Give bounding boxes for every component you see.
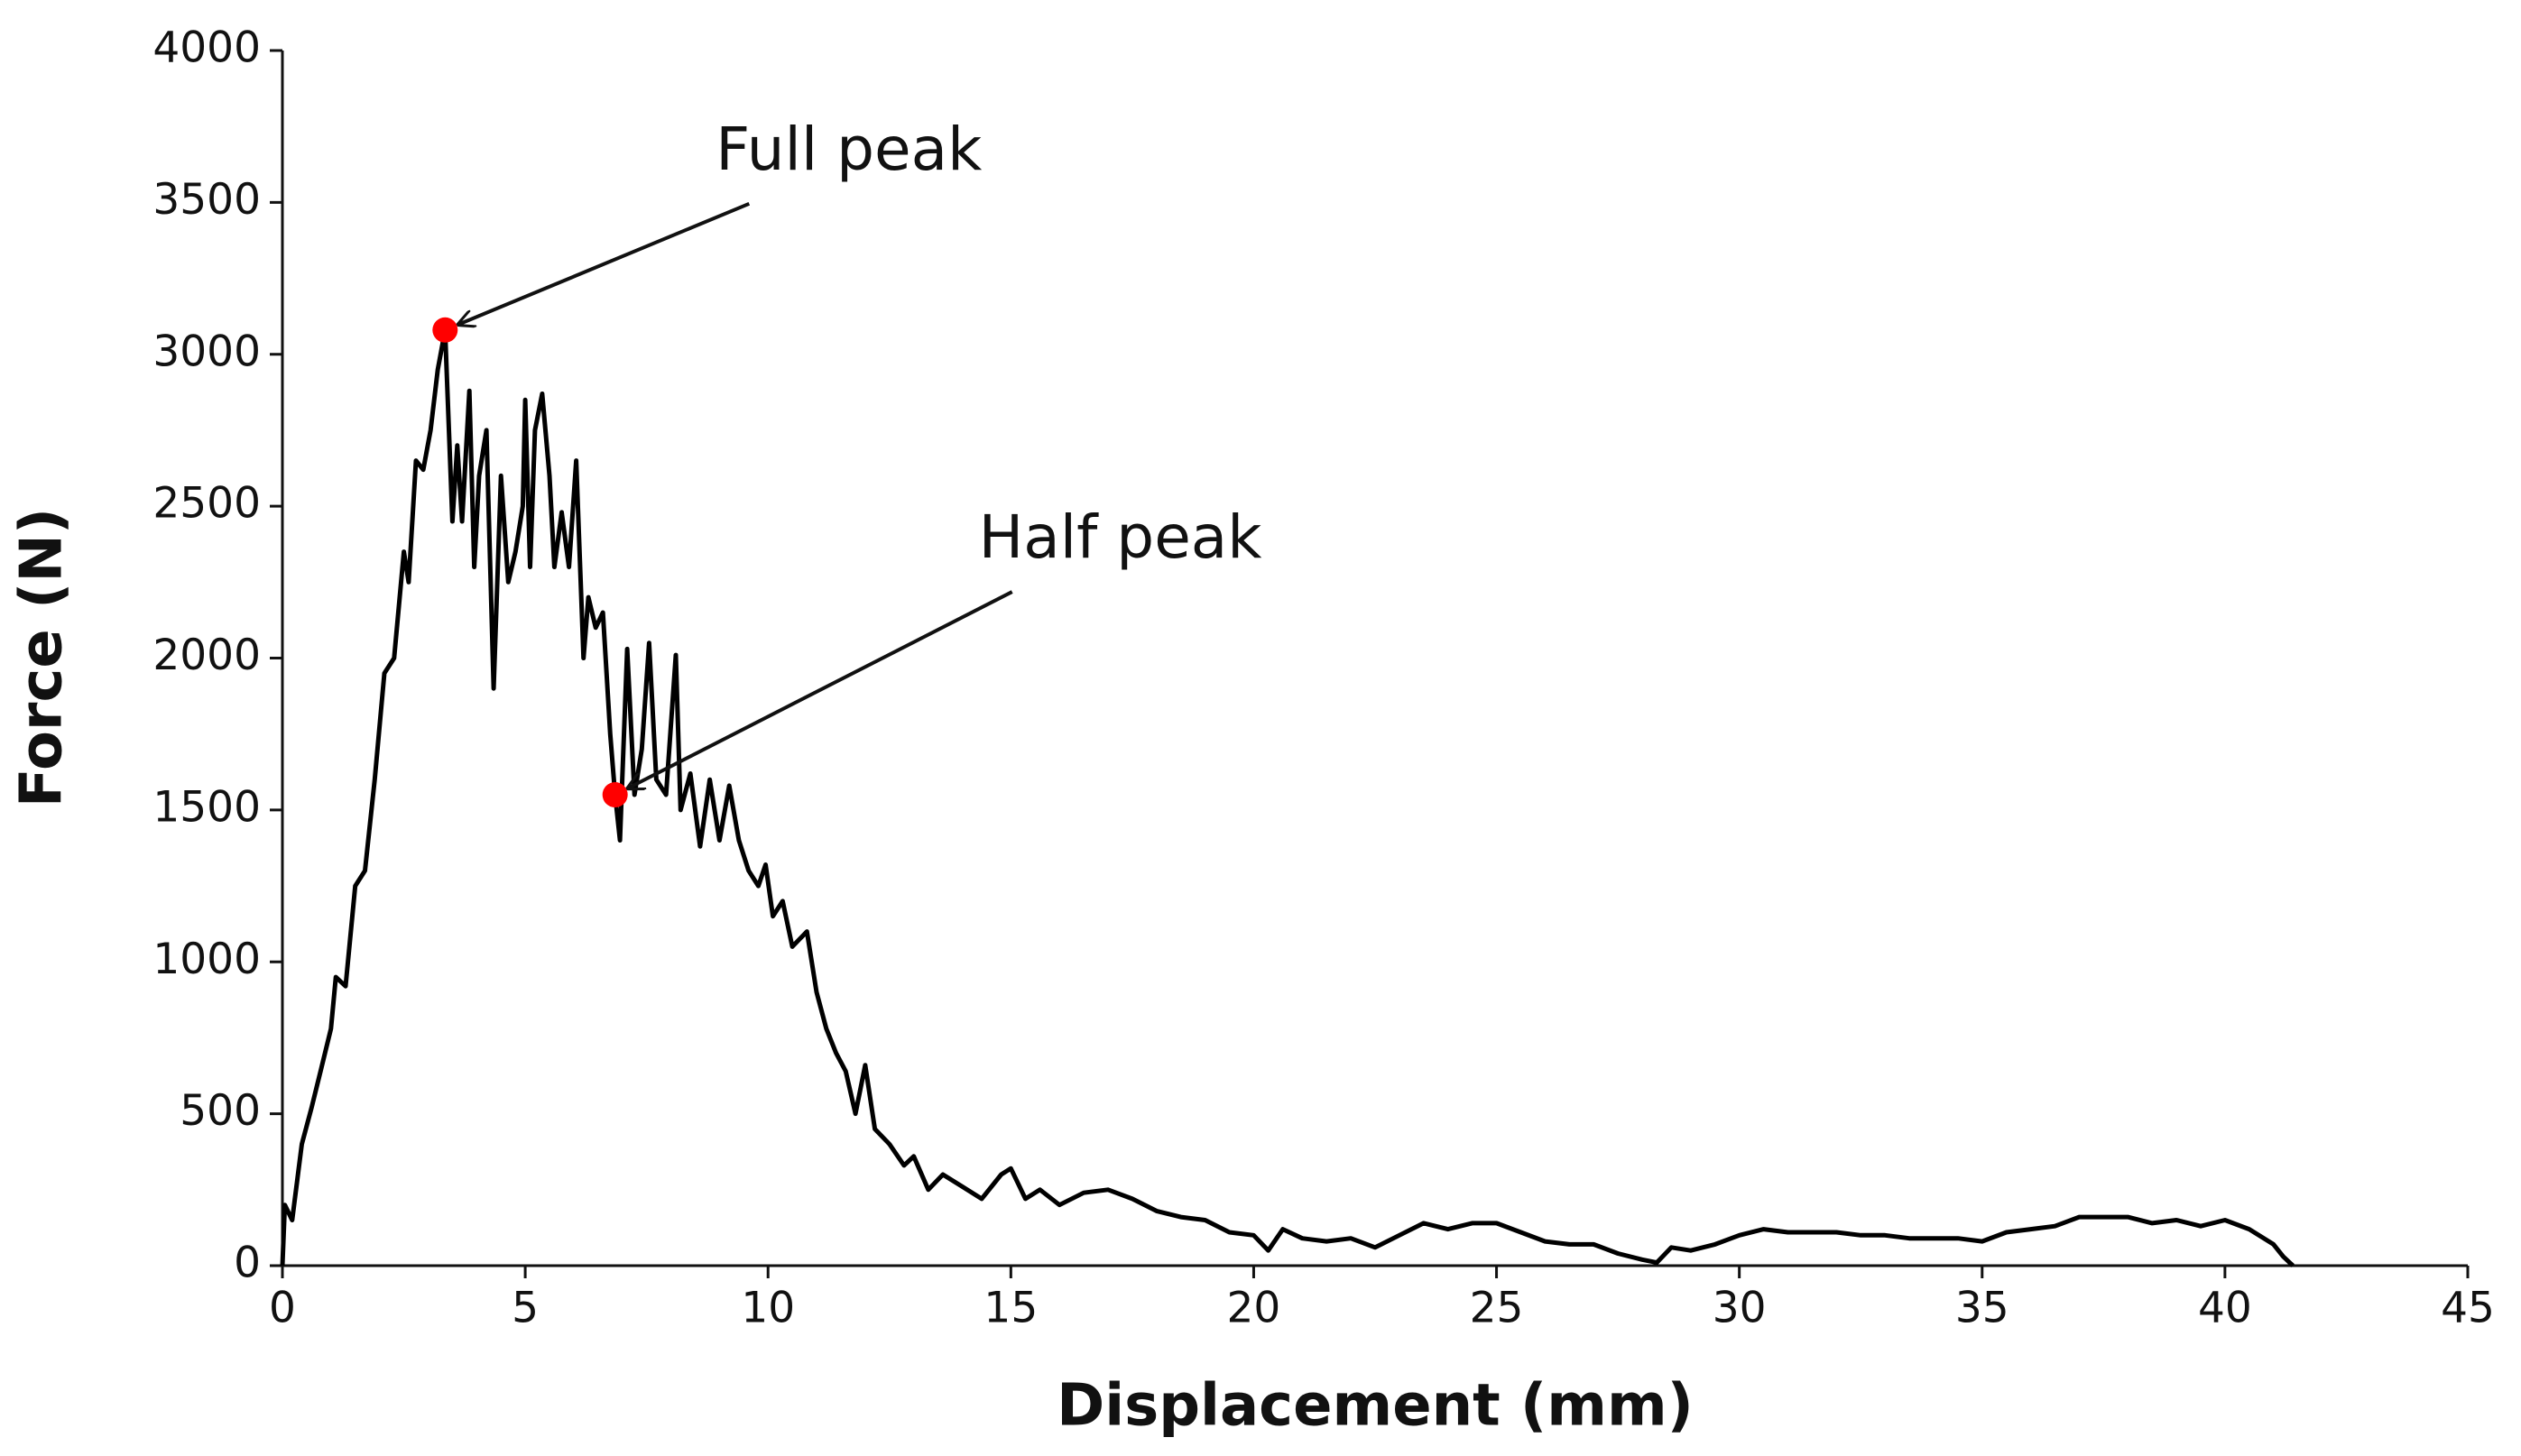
x-tick-label: 40 bbox=[2198, 1284, 2252, 1333]
y-tick-label: 2000 bbox=[152, 631, 261, 680]
x-tick-label: 10 bbox=[741, 1284, 795, 1333]
data-line bbox=[280, 327, 2295, 1267]
y-tick-label: 0 bbox=[234, 1239, 261, 1288]
annotation-text: Half peak bbox=[979, 502, 1263, 572]
y-tick-label: 1000 bbox=[152, 935, 261, 984]
annotation-text: Full peak bbox=[716, 115, 983, 184]
y-tick-label: 3500 bbox=[152, 175, 261, 225]
x-tick-label: 25 bbox=[1470, 1284, 1524, 1333]
y-tick-label: 2500 bbox=[152, 479, 261, 529]
x-axis-label: Displacement (mm) bbox=[1057, 1373, 1694, 1440]
x-tick-label: 45 bbox=[2441, 1284, 2495, 1333]
x-tick-label: 20 bbox=[1227, 1284, 1281, 1333]
x-tick-label: 30 bbox=[1713, 1284, 1767, 1333]
y-tick-label: 1500 bbox=[152, 782, 261, 832]
y-axis-label: Force (N) bbox=[9, 508, 76, 807]
annotation-point bbox=[432, 317, 458, 343]
annotation-arrow bbox=[458, 201, 751, 325]
y-tick-label: 500 bbox=[180, 1086, 261, 1136]
y-tick-label: 3000 bbox=[152, 327, 261, 376]
x-tick-label: 35 bbox=[1955, 1284, 2009, 1333]
x-tick-label: 5 bbox=[512, 1284, 539, 1333]
annotation-arrow bbox=[628, 590, 1013, 788]
annotation-point bbox=[602, 782, 628, 808]
y-tick-label: 4000 bbox=[152, 23, 261, 73]
x-tick-label: 0 bbox=[269, 1284, 296, 1333]
x-tick-label: 15 bbox=[983, 1284, 1038, 1333]
